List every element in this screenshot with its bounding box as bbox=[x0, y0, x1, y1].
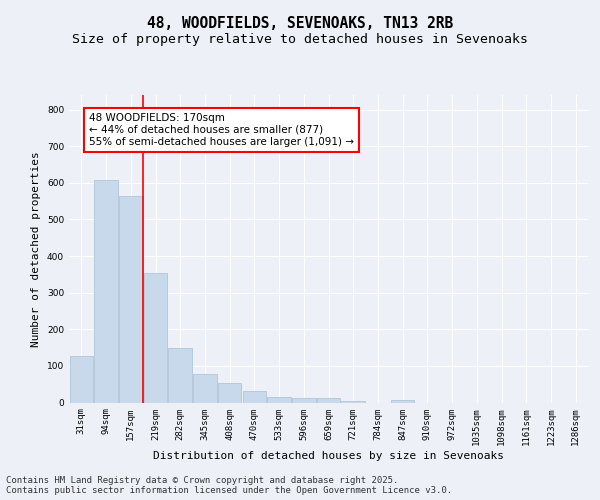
Bar bbox=[391, 400, 415, 402]
Bar bbox=[341, 401, 365, 402]
Bar bbox=[169, 348, 192, 403]
Bar bbox=[70, 356, 93, 403]
X-axis label: Distribution of detached houses by size in Sevenoaks: Distribution of detached houses by size … bbox=[153, 450, 504, 460]
Text: Contains HM Land Registry data © Crown copyright and database right 2025.
Contai: Contains HM Land Registry data © Crown c… bbox=[6, 476, 452, 495]
Bar bbox=[119, 196, 143, 402]
Text: 48, WOODFIELDS, SEVENOAKS, TN13 2RB: 48, WOODFIELDS, SEVENOAKS, TN13 2RB bbox=[147, 16, 453, 32]
Bar bbox=[317, 398, 340, 402]
Bar bbox=[242, 391, 266, 402]
Bar bbox=[292, 398, 316, 402]
Bar bbox=[144, 272, 167, 402]
Text: Size of property relative to detached houses in Sevenoaks: Size of property relative to detached ho… bbox=[72, 32, 528, 46]
Bar bbox=[268, 397, 291, 402]
Bar bbox=[193, 374, 217, 402]
Text: 48 WOODFIELDS: 170sqm
← 44% of detached houses are smaller (877)
55% of semi-det: 48 WOODFIELDS: 170sqm ← 44% of detached … bbox=[89, 114, 354, 146]
Bar bbox=[94, 180, 118, 402]
Bar bbox=[218, 384, 241, 402]
Y-axis label: Number of detached properties: Number of detached properties bbox=[31, 151, 41, 346]
